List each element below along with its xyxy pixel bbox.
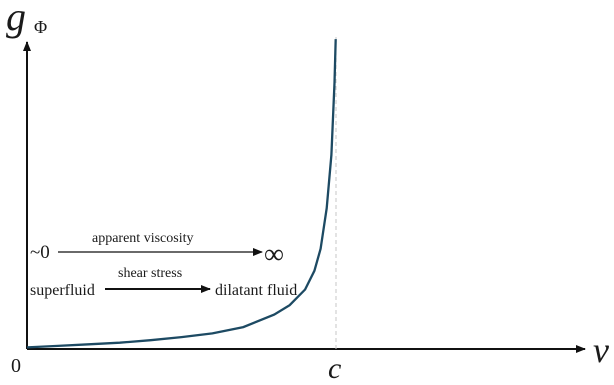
y-axis-label: g bbox=[6, 0, 26, 39]
series-curve bbox=[26, 39, 337, 349]
annotation-shear-stress: shear stress bbox=[118, 266, 182, 281]
annotation-dilatant-fluid: dilatant fluid bbox=[215, 282, 297, 299]
annotation-superfluid: superfluid bbox=[30, 282, 95, 299]
asymptote-label: c bbox=[328, 352, 341, 385]
origin-label: 0 bbox=[11, 355, 21, 377]
annotation-infinity: ∞ bbox=[264, 239, 284, 270]
y-axis-label-subscript: Φ bbox=[34, 17, 47, 37]
x-axis-label: v bbox=[593, 330, 609, 370]
annotation-approx-zero: ~0 bbox=[30, 242, 50, 263]
annotation-apparent-viscosity: apparent viscosity bbox=[92, 231, 193, 246]
